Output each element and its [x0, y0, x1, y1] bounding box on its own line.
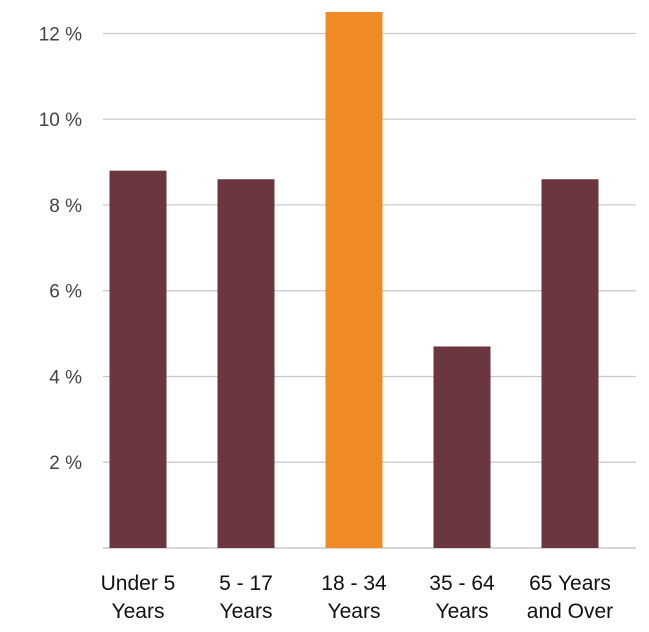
bar-4 [541, 179, 599, 548]
bar-0 [109, 170, 167, 548]
y-tick-label: 2 % [49, 453, 82, 474]
bar-1 [217, 179, 275, 548]
y-tick-label: 12 % [39, 24, 82, 45]
x-tick-label: 5 - 17 [219, 572, 273, 595]
y-tick-label: 6 % [49, 282, 82, 303]
bar-3 [433, 346, 491, 548]
y-tick-label: 4 % [49, 367, 82, 388]
y-axis-ticks: 2 % 4 % 6 % 8 % 10 % 12 % [39, 24, 82, 474]
y-tick-label: 10 % [39, 110, 82, 131]
y-tick-label: 8 % [49, 196, 82, 217]
bars [109, 12, 599, 548]
x-tick-label: Years [328, 600, 381, 623]
x-axis-labels: Under 5 Years 5 - 17 Years 18 - 34 Years 35 - … [101, 572, 614, 623]
x-tick-label: Years [220, 600, 273, 623]
x-tick-label: and Over [527, 600, 613, 623]
x-tick-label: 18 - 34 [321, 572, 387, 595]
x-tick-label: Years [436, 600, 489, 623]
bar-2 [325, 12, 383, 548]
x-tick-label: Years [112, 600, 165, 623]
x-tick-label: 35 - 64 [429, 572, 495, 595]
x-tick-label: 65 Years [529, 572, 611, 595]
x-tick-label: Under 5 [101, 572, 176, 595]
